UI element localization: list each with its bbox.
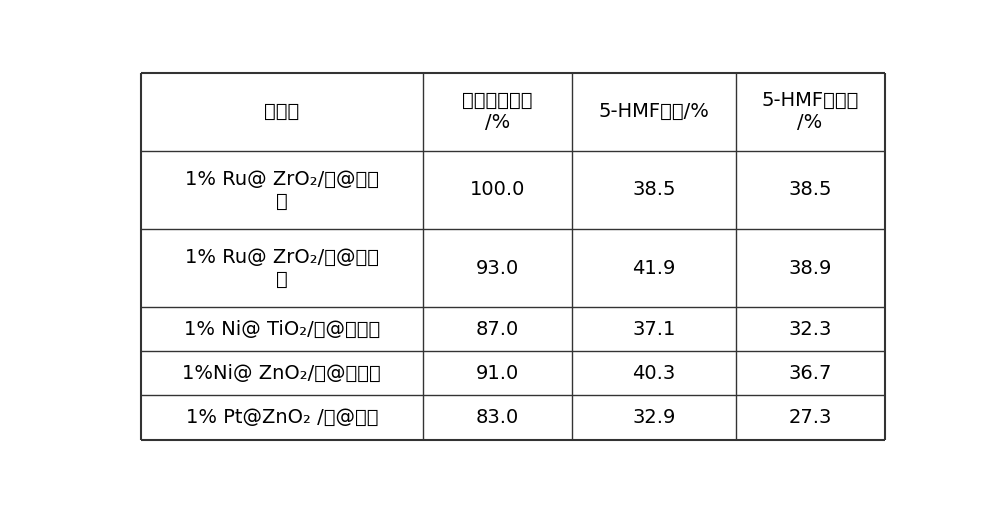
Text: 纤维素转化率
/%: 纤维素转化率 /% bbox=[462, 91, 533, 132]
Text: 36.7: 36.7 bbox=[788, 364, 832, 383]
Text: 1% Ru@ ZrO₂/碳@泡沫
镍: 1% Ru@ ZrO₂/碳@泡沫 镍 bbox=[185, 169, 379, 210]
Text: 32.3: 32.3 bbox=[788, 320, 832, 339]
Text: 87.0: 87.0 bbox=[476, 320, 519, 339]
Text: 32.9: 32.9 bbox=[632, 408, 676, 427]
Text: 83.0: 83.0 bbox=[476, 408, 519, 427]
Text: 1% Pt@ZnO₂ /碳@泡沫: 1% Pt@ZnO₂ /碳@泡沫 bbox=[186, 408, 378, 427]
Text: 40.3: 40.3 bbox=[632, 364, 675, 383]
Text: 93.0: 93.0 bbox=[476, 259, 519, 278]
Text: 41.9: 41.9 bbox=[632, 259, 676, 278]
Text: 5-HMF产率/%: 5-HMF产率/% bbox=[598, 102, 709, 121]
Text: 5-HMF选择性
/%: 5-HMF选择性 /% bbox=[761, 91, 859, 132]
Text: 1% Ni@ TiO₂/碳@泡沫镍: 1% Ni@ TiO₂/碳@泡沫镍 bbox=[184, 320, 380, 339]
Text: 38.5: 38.5 bbox=[788, 180, 832, 199]
Text: 催化剂: 催化剂 bbox=[264, 102, 299, 121]
Text: 100.0: 100.0 bbox=[470, 180, 525, 199]
Text: 1%Ni@ ZnO₂/碳@泡沫铁: 1%Ni@ ZnO₂/碳@泡沫铁 bbox=[182, 364, 381, 383]
Text: 38.9: 38.9 bbox=[788, 259, 832, 278]
Text: 91.0: 91.0 bbox=[476, 364, 519, 383]
Text: 38.5: 38.5 bbox=[632, 180, 676, 199]
Text: 37.1: 37.1 bbox=[632, 320, 676, 339]
Text: 1% Ru@ ZrO₂/碳@泡沫
铁: 1% Ru@ ZrO₂/碳@泡沫 铁 bbox=[185, 248, 379, 289]
Text: 27.3: 27.3 bbox=[788, 408, 832, 427]
